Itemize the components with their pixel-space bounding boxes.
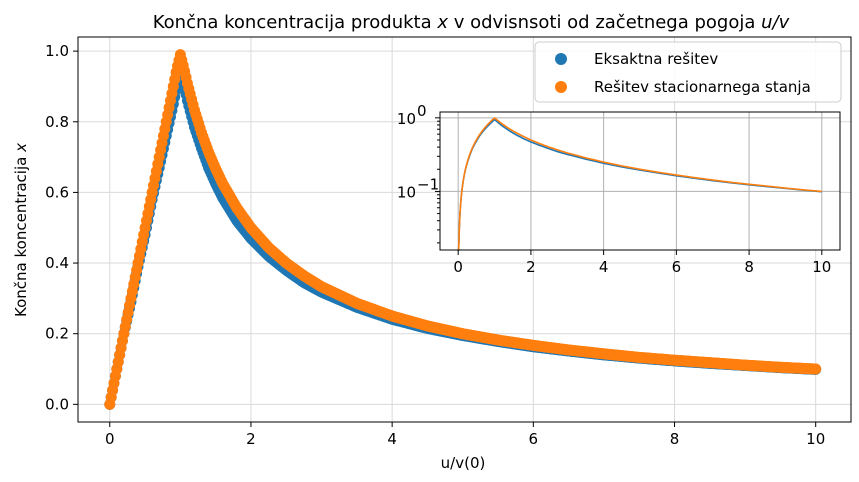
legend-box xyxy=(534,41,842,103)
y-tick-label: 0.0 xyxy=(45,395,69,413)
x-axis-label: u/v(0) xyxy=(441,454,486,472)
inset-x-tick-label: 8 xyxy=(744,258,754,276)
inset-grid xyxy=(440,112,840,250)
main-points xyxy=(104,49,822,410)
y-tick-label: 0.8 xyxy=(45,113,69,131)
data-point xyxy=(810,363,822,375)
inset-x-tick-label: 4 xyxy=(599,258,609,276)
legend-marker-exact xyxy=(555,53,567,65)
y-tick-label: 0.4 xyxy=(45,254,69,272)
y-tick-label: 1.0 xyxy=(45,42,69,60)
legend-label-exact: Eksaktna rešitev xyxy=(594,50,718,68)
series-1 xyxy=(104,49,822,410)
legend: Eksaktna rešitev Rešitev stacionarnega s… xyxy=(534,41,842,103)
legend-label-steady: Rešitev stacionarnega stanja xyxy=(594,78,811,96)
inset-x-tick-label: 6 xyxy=(672,258,682,276)
inset-x-tick-label: 0 xyxy=(453,258,463,276)
inset-x-tick-label: 2 xyxy=(526,258,536,276)
x-tick-label: 0 xyxy=(105,430,115,448)
x-tick-label: 6 xyxy=(529,430,539,448)
inset-background xyxy=(440,112,840,250)
x-tick-label: 10 xyxy=(806,430,825,448)
main-axes-frame xyxy=(77,36,852,423)
y-tick-label: 0.2 xyxy=(45,325,69,343)
inset-series-line-1 xyxy=(457,117,822,251)
x-tick-label: 8 xyxy=(670,430,680,448)
inset-lines xyxy=(457,117,822,251)
inset-axes-frame xyxy=(439,111,841,251)
inset-y-tick-exponent: −1 xyxy=(417,175,439,193)
inset-y-tick-label: 10 xyxy=(397,110,416,128)
chart-title: Končna koncentracija produkta x v odvisn… xyxy=(153,12,790,33)
x-tick-label: 4 xyxy=(387,430,397,448)
legend-marker-steady xyxy=(555,81,567,93)
inset-y-tick-label: 10 xyxy=(397,183,416,201)
y-axis-label: Končna koncentracija x xyxy=(12,143,30,317)
y-tick-label: 0.6 xyxy=(45,183,69,201)
inset-y-tick-exponent: 0 xyxy=(417,102,427,120)
x-tick-label: 2 xyxy=(246,430,256,448)
main-ticks: 0 2 4 6 8 10 0.0 0.2 0.4 0.6 0.8 1.0 xyxy=(45,42,825,448)
inset-x-tick-label: 10 xyxy=(812,258,831,276)
